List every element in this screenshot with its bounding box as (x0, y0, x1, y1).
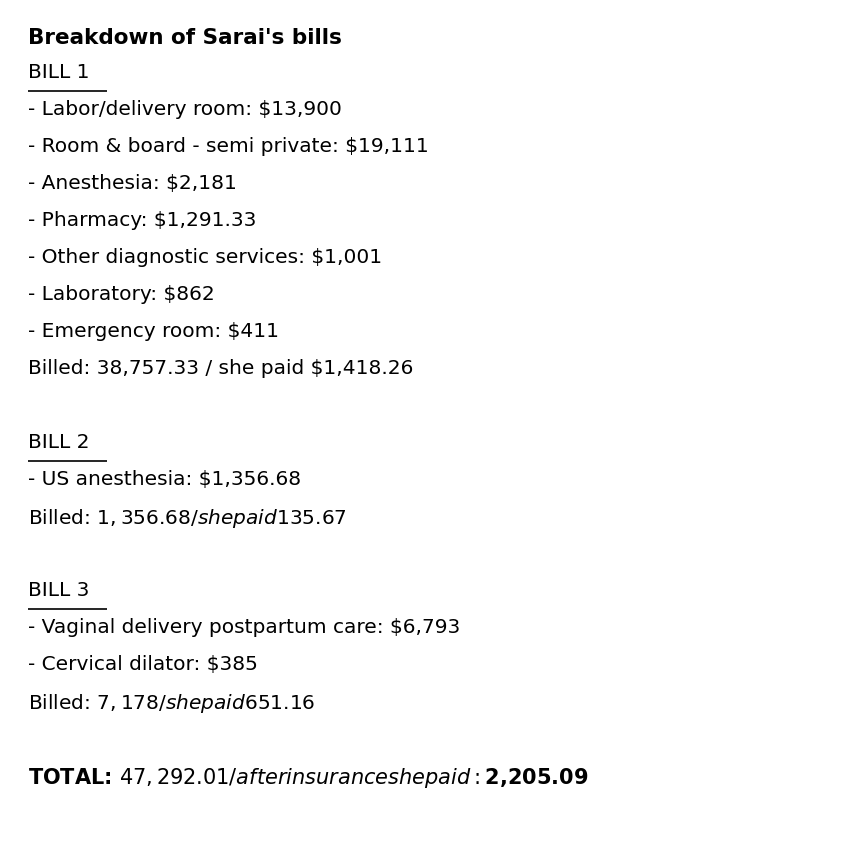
Text: - Emergency room: $411: - Emergency room: $411 (28, 322, 279, 340)
Text: - Pharmacy: $1,291.33: - Pharmacy: $1,291.33 (28, 211, 256, 229)
Text: Billed: $7,178 / she paid $651.16: Billed: $7,178 / she paid $651.16 (28, 691, 315, 714)
Text: BILL 2: BILL 2 (28, 432, 90, 451)
Text: Billed: 38,757.33 / she paid $1,418.26: Billed: 38,757.33 / she paid $1,418.26 (28, 359, 413, 378)
Text: - US anesthesia: $1,356.68: - US anesthesia: $1,356.68 (28, 470, 301, 489)
Text: - Vaginal delivery postpartum care: $6,793: - Vaginal delivery postpartum care: $6,7… (28, 618, 460, 636)
Text: Billed: $1,356.68 / she paid $135.67: Billed: $1,356.68 / she paid $135.67 (28, 507, 347, 530)
Text: - Labor/delivery room: $13,900: - Labor/delivery room: $13,900 (28, 100, 342, 119)
Text: - Cervical dilator: $385: - Cervical dilator: $385 (28, 654, 258, 673)
Text: - Other diagnostic services: $1,001: - Other diagnostic services: $1,001 (28, 248, 382, 267)
Text: BILL 3: BILL 3 (28, 581, 89, 600)
Text: - Anesthesia: $2,181: - Anesthesia: $2,181 (28, 174, 237, 193)
Text: Breakdown of Sarai's bills: Breakdown of Sarai's bills (28, 28, 342, 48)
Text: BILL 1: BILL 1 (28, 63, 90, 82)
Text: - Laboratory: $862: - Laboratory: $862 (28, 285, 215, 304)
Text: TOTAL: $47,292.01 / after insurance she paid: $2,205.09: TOTAL: $47,292.01 / after insurance she … (28, 765, 589, 789)
Text: - Room & board - semi private: $19,111: - Room & board - semi private: $19,111 (28, 137, 429, 156)
